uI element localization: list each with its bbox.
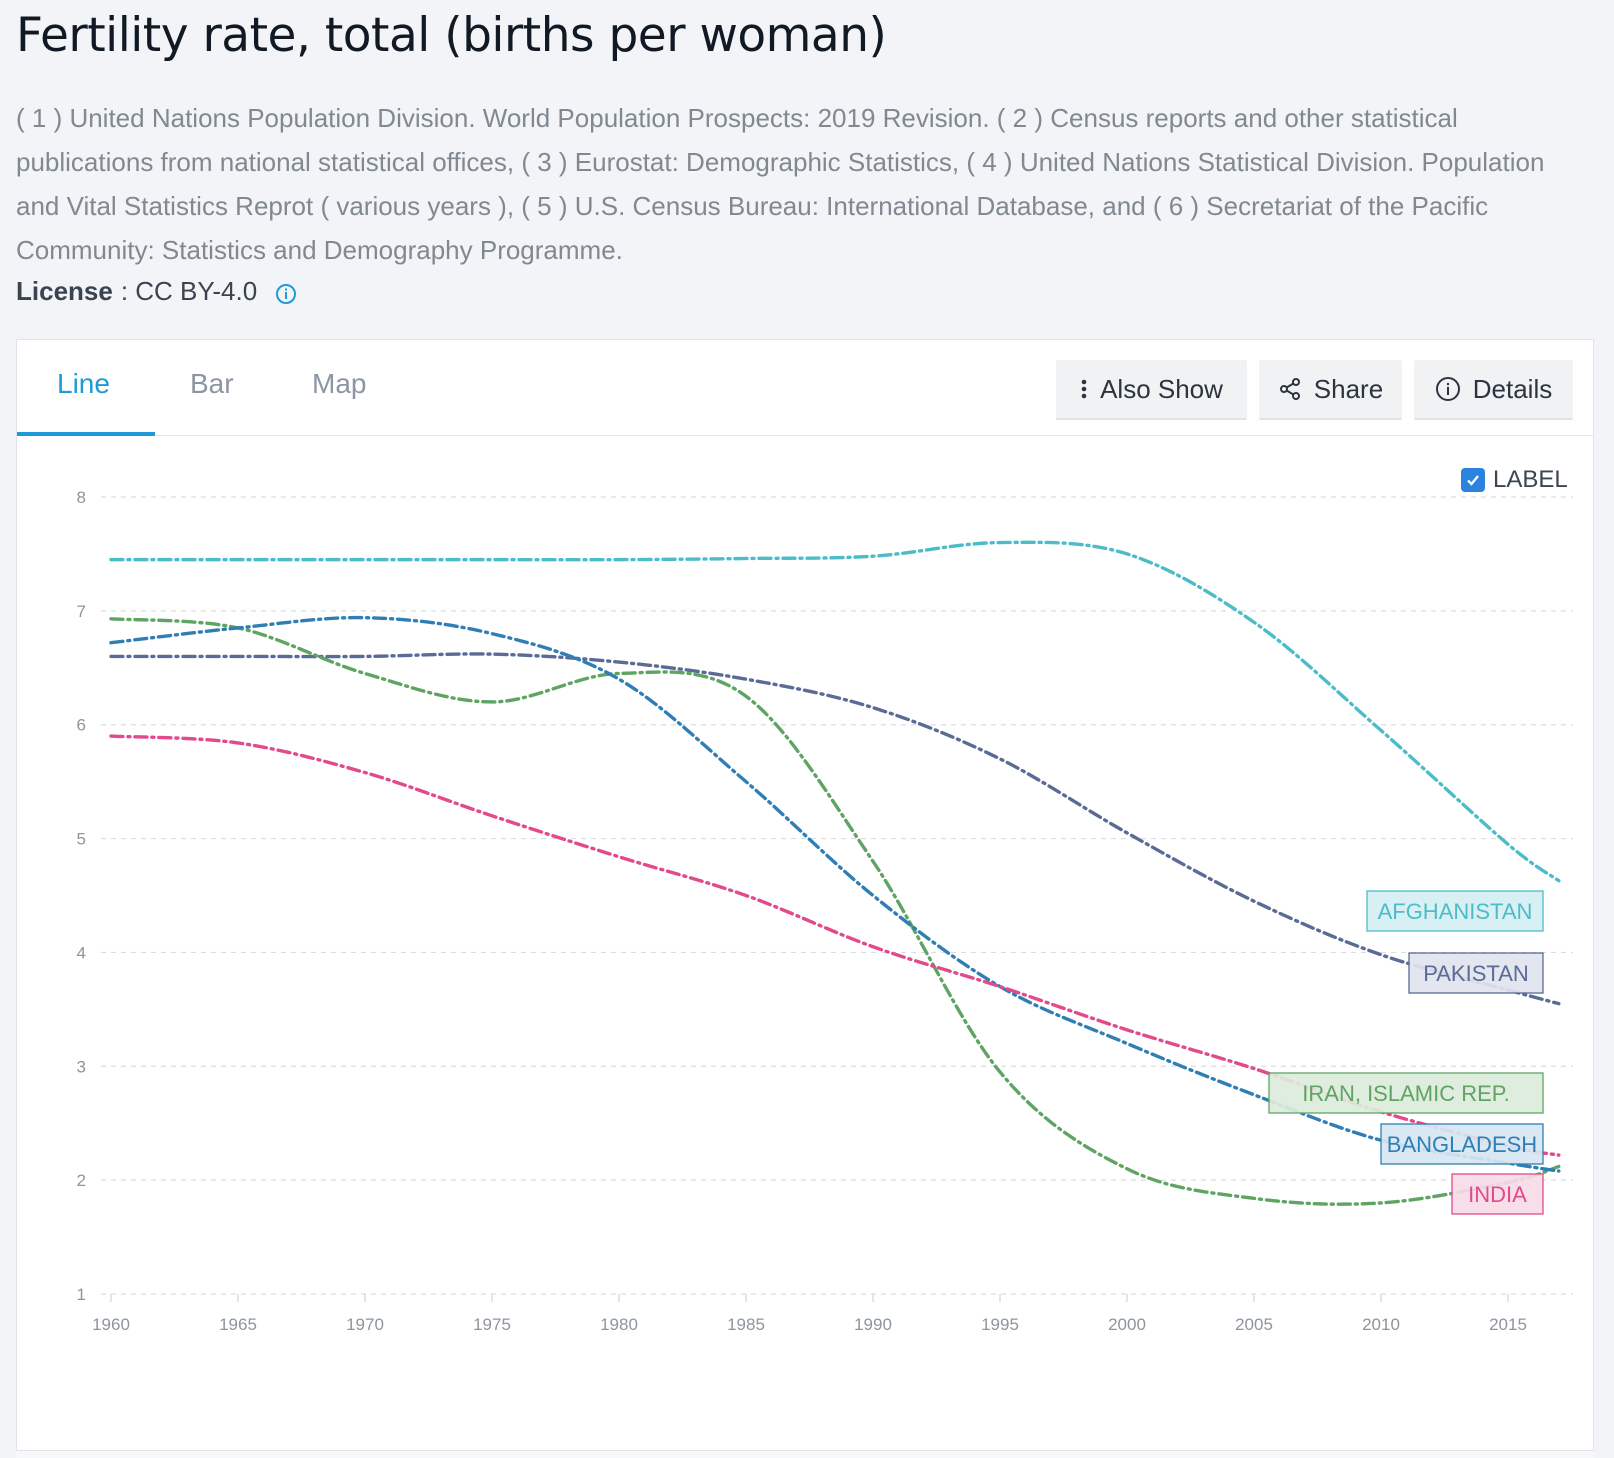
series-label-text: BANGLADESH	[1387, 1132, 1537, 1157]
x-tick-label: 1975	[473, 1315, 511, 1334]
x-tick-label: 2015	[1489, 1315, 1527, 1334]
series-line-pakistan[interactable]	[109, 652, 1561, 1006]
x-tick-label: 1995	[981, 1315, 1019, 1334]
x-tick-label: 2000	[1108, 1315, 1146, 1334]
grid-lines	[101, 496, 1573, 1295]
x-tick-label: 1960	[92, 1315, 130, 1334]
x-tick-label: 1965	[219, 1315, 257, 1334]
share-label: Share	[1313, 373, 1384, 404]
info-circle-icon	[1435, 377, 1460, 401]
series-label-box	[1451, 1173, 1544, 1215]
series-labels: AFGHANISTAN PAKISTAN IRAN, ISLAMIC REP. BAN…	[1268, 890, 1544, 1215]
x-tick-label: 1985	[727, 1315, 765, 1334]
series-line-iran-islamic-rep[interactable]	[109, 617, 1561, 1206]
details-label: Details	[1472, 373, 1553, 404]
chart-card: Line Bar Map Also Show Share Details	[16, 339, 1594, 1458]
series-label-iran-islamic-rep: IRAN, ISLAMIC REP.	[1268, 1072, 1544, 1114]
series-label-text: INDIA	[1468, 1182, 1527, 1207]
series-label-pakistan: PAKISTAN	[1408, 952, 1544, 994]
share-icon	[1279, 378, 1300, 400]
active-tab-indicator	[17, 432, 155, 436]
y-tick-label: 6	[77, 716, 86, 735]
series-label-india: INDIA	[1451, 1173, 1544, 1215]
label-toggle-text: LABEL	[1493, 466, 1568, 493]
also-show-label: Also Show	[1100, 373, 1223, 404]
check-icon	[1467, 475, 1479, 486]
series-label-box	[1408, 952, 1544, 994]
series-label-text: IRAN, ISLAMIC REP.	[1302, 1081, 1509, 1106]
series-line-afghanistan[interactable]	[109, 540, 1561, 883]
y-tick-label: 1	[77, 1285, 86, 1304]
series-line-bangladesh[interactable]	[109, 615, 1561, 1173]
x-tick-label: 2010	[1362, 1315, 1400, 1334]
tab-map[interactable]: Map	[312, 368, 367, 399]
x-axis-ticks: 1960 1965 1970 1975 1980 1985 1990 1995 2000 2005…	[92, 1294, 1527, 1334]
x-tick-label: 1990	[854, 1315, 892, 1334]
series-label-box	[1380, 1123, 1544, 1165]
y-tick-label: 3	[77, 1057, 86, 1076]
series-label-box	[1366, 890, 1544, 932]
x-tick-label: 1970	[346, 1315, 384, 1334]
series-label-afghanistan: AFGHANISTAN	[1366, 890, 1544, 932]
y-tick-label: 8	[77, 488, 86, 507]
kebab-vertical-icon	[1081, 379, 1087, 399]
page-title: Fertility rate, total (births per woman)	[16, 8, 887, 63]
source-text: ( 1 ) United Nations Population Division…	[16, 103, 1545, 265]
y-axis-ticks: 1 2 3 4 5 6 7 8	[77, 488, 86, 1304]
label-checkbox[interactable]	[1461, 468, 1485, 492]
series-label-text: AFGHANISTAN	[1378, 899, 1533, 924]
card-footer	[16, 1450, 1594, 1458]
series-label-bangladesh: BANGLADESH	[1380, 1123, 1544, 1165]
y-tick-label: 5	[77, 830, 86, 849]
series-lines	[109, 540, 1561, 1206]
x-tick-label: 1980	[600, 1315, 638, 1334]
details-button[interactable]: Details	[1414, 360, 1573, 420]
share-button[interactable]: Share	[1259, 360, 1402, 420]
y-tick-label: 4	[77, 943, 86, 962]
info-circle-icon[interactable]	[275, 281, 297, 304]
x-tick-label: 2005	[1235, 1315, 1273, 1334]
y-tick-label: 2	[77, 1171, 86, 1190]
series-label-box	[1268, 1072, 1544, 1114]
y-tick-label: 7	[77, 602, 86, 621]
tab-line[interactable]: Line	[57, 368, 110, 399]
license-value: : CC BY-4.0	[120, 276, 258, 306]
license-label: License	[16, 276, 113, 306]
label-toggle[interactable]: LABEL	[1461, 466, 1568, 494]
license-row: License : CC BY-4.0	[16, 276, 297, 307]
tab-bar[interactable]: Bar	[190, 368, 234, 399]
also-show-button[interactable]: Also Show	[1056, 360, 1247, 420]
series-label-text: PAKISTAN	[1423, 961, 1529, 986]
chart-tabs: Line Bar Map Also Show Share Details	[17, 340, 1593, 436]
